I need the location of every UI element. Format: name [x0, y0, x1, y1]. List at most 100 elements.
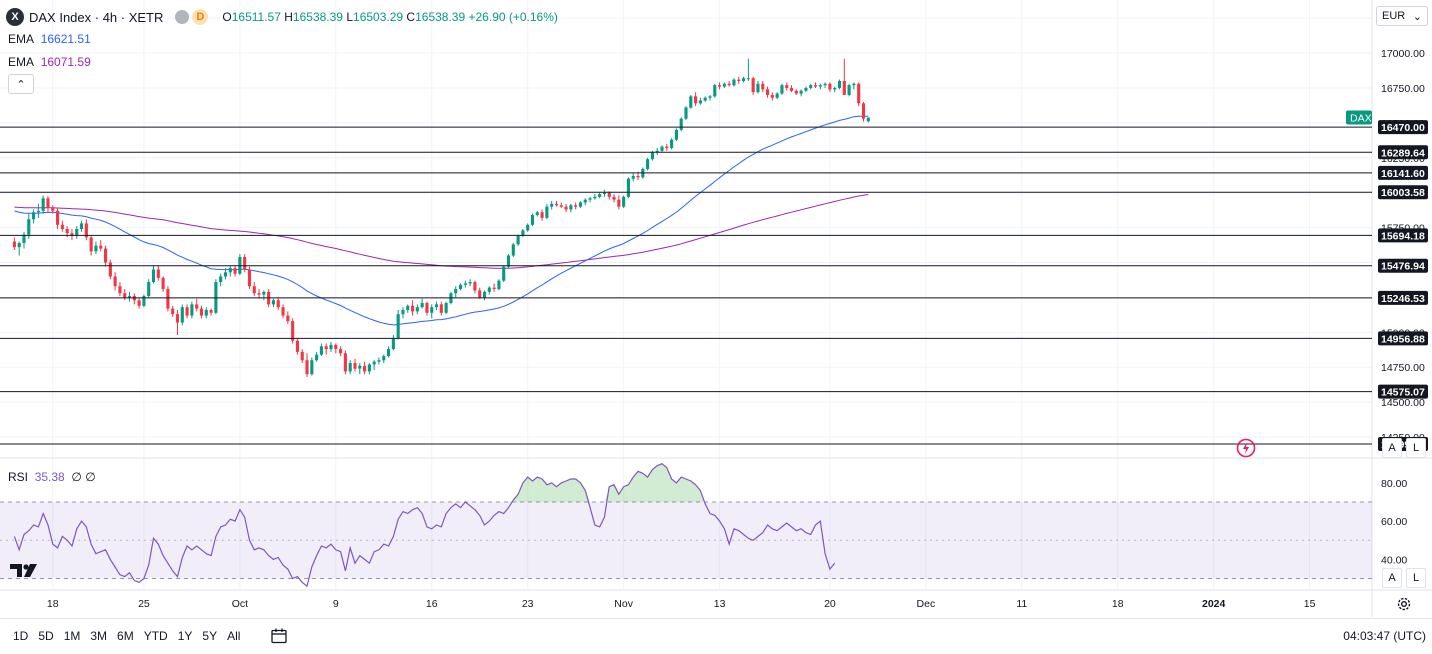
range-button-1d[interactable]: 1D — [13, 629, 29, 643]
candle — [22, 231, 26, 249]
candle — [588, 196, 592, 203]
candle — [622, 195, 626, 209]
auto-scale-button[interactable]: A — [1382, 438, 1402, 458]
candle — [780, 83, 784, 95]
candle — [789, 85, 794, 93]
level-tag-bg — [1378, 165, 1428, 180]
market-status-badge[interactable]: D — [175, 9, 209, 25]
candle — [468, 279, 472, 287]
candle — [396, 309, 400, 340]
calendar-icon[interactable] — [270, 627, 288, 645]
candle — [434, 301, 439, 310]
collapse-legend-button[interactable]: ⌃ — [8, 74, 34, 94]
ema-slow-legend[interactable]: EMA 16071.59 — [8, 55, 91, 69]
candle — [737, 76, 741, 84]
candle — [852, 82, 856, 90]
candle — [295, 337, 299, 355]
range-button-1m[interactable]: 1M — [63, 629, 81, 643]
candle — [89, 235, 93, 256]
range-button-1y[interactable]: 1Y — [177, 629, 193, 643]
candle — [305, 353, 309, 378]
level-tag-1: 16289.64 — [1381, 147, 1425, 159]
candle — [94, 241, 98, 255]
range-button-ytd[interactable]: YTD — [143, 629, 168, 643]
rsi-auto-scale-button[interactable]: A — [1382, 568, 1402, 588]
candle — [861, 101, 866, 122]
candle — [147, 279, 151, 298]
level-tag-0: 16470.00 — [1381, 122, 1425, 134]
candle — [343, 350, 347, 375]
candle — [142, 294, 146, 308]
market-closed-icon — [175, 10, 190, 24]
price-axis-tick-10: 14750.00 — [1381, 362, 1425, 374]
candle — [276, 297, 280, 310]
candle — [209, 308, 213, 316]
candle — [223, 268, 228, 280]
rsi-log-scale-button[interactable]: L — [1406, 568, 1426, 588]
candle — [823, 82, 827, 88]
level-tag-bg — [1378, 258, 1428, 273]
chevron-down-icon: ⌄ — [1412, 10, 1422, 23]
range-button-5y[interactable]: 5Y — [202, 629, 218, 643]
candle — [319, 343, 323, 357]
time-axis-tick-5: 23 — [522, 598, 534, 610]
candle — [857, 82, 861, 107]
candle — [262, 290, 266, 301]
rsi-legend[interactable]: RSI 35.38 ∅ ∅ — [8, 470, 96, 484]
candle — [286, 311, 290, 324]
candle — [190, 301, 194, 319]
range-button-3m[interactable]: 3M — [90, 629, 108, 643]
range-button-all[interactable]: All — [227, 629, 241, 643]
candle — [113, 272, 117, 291]
candle — [530, 213, 535, 227]
price-axis-tick-2: 16750.00 — [1381, 83, 1425, 95]
candle — [60, 220, 64, 232]
level-tag-3: 16003.58 — [1381, 187, 1425, 199]
symbol-title[interactable]: DAX Index · 4h · XETR — [29, 9, 164, 25]
candle — [770, 92, 774, 101]
candle — [818, 83, 822, 90]
candle — [118, 282, 122, 297]
candle — [382, 354, 386, 364]
candle — [358, 363, 362, 375]
level-tag-bg — [1378, 331, 1428, 346]
utc-clock[interactable]: 04:03:47 (UTC) — [1343, 629, 1426, 643]
candle — [574, 202, 578, 210]
ema-fast-legend[interactable]: EMA 16621.51 — [8, 32, 91, 46]
flash-icon[interactable] — [1236, 438, 1256, 458]
candle — [401, 307, 405, 319]
candle — [761, 80, 765, 93]
candle — [161, 276, 165, 292]
candle — [377, 357, 381, 365]
candle — [108, 259, 112, 280]
range-button-5d[interactable]: 5D — [38, 629, 54, 643]
candle — [842, 58, 846, 95]
settings-gear-icon[interactable] — [1396, 596, 1412, 612]
candle — [722, 82, 726, 88]
candle — [578, 201, 583, 209]
candle — [583, 198, 587, 206]
candle — [204, 307, 208, 319]
candle — [698, 97, 702, 105]
candle — [127, 291, 132, 302]
candle — [329, 342, 333, 352]
candle — [502, 265, 506, 283]
candle — [593, 194, 597, 200]
candle — [847, 83, 851, 97]
tradingview-logo-icon[interactable] — [10, 562, 40, 578]
range-button-6m[interactable]: 6M — [117, 629, 134, 643]
ema-fast-line — [14, 115, 869, 326]
candle — [46, 196, 50, 213]
candle — [103, 245, 108, 267]
candle — [482, 290, 487, 301]
candle — [617, 195, 621, 210]
level-tag-4: 15694.18 — [1381, 230, 1425, 242]
log-scale-button[interactable]: L — [1406, 438, 1426, 458]
level-tag-bg — [1378, 384, 1428, 399]
currency-select[interactable]: EUR ⌄ — [1376, 6, 1428, 26]
ema-slow-value: 16071.59 — [40, 55, 91, 69]
candle — [84, 219, 88, 241]
candle — [353, 358, 357, 372]
candle — [837, 79, 842, 90]
